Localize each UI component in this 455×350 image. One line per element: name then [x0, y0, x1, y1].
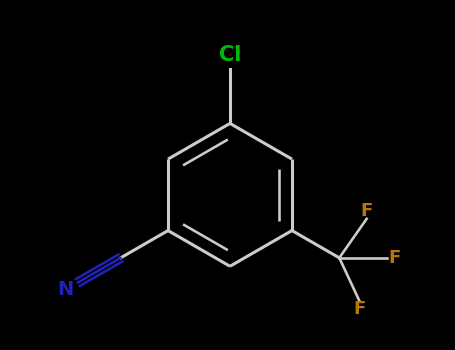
Text: F: F — [354, 300, 365, 318]
Text: Cl: Cl — [219, 45, 241, 65]
Text: F: F — [389, 249, 401, 267]
Text: N: N — [57, 280, 74, 299]
Text: F: F — [360, 202, 373, 220]
